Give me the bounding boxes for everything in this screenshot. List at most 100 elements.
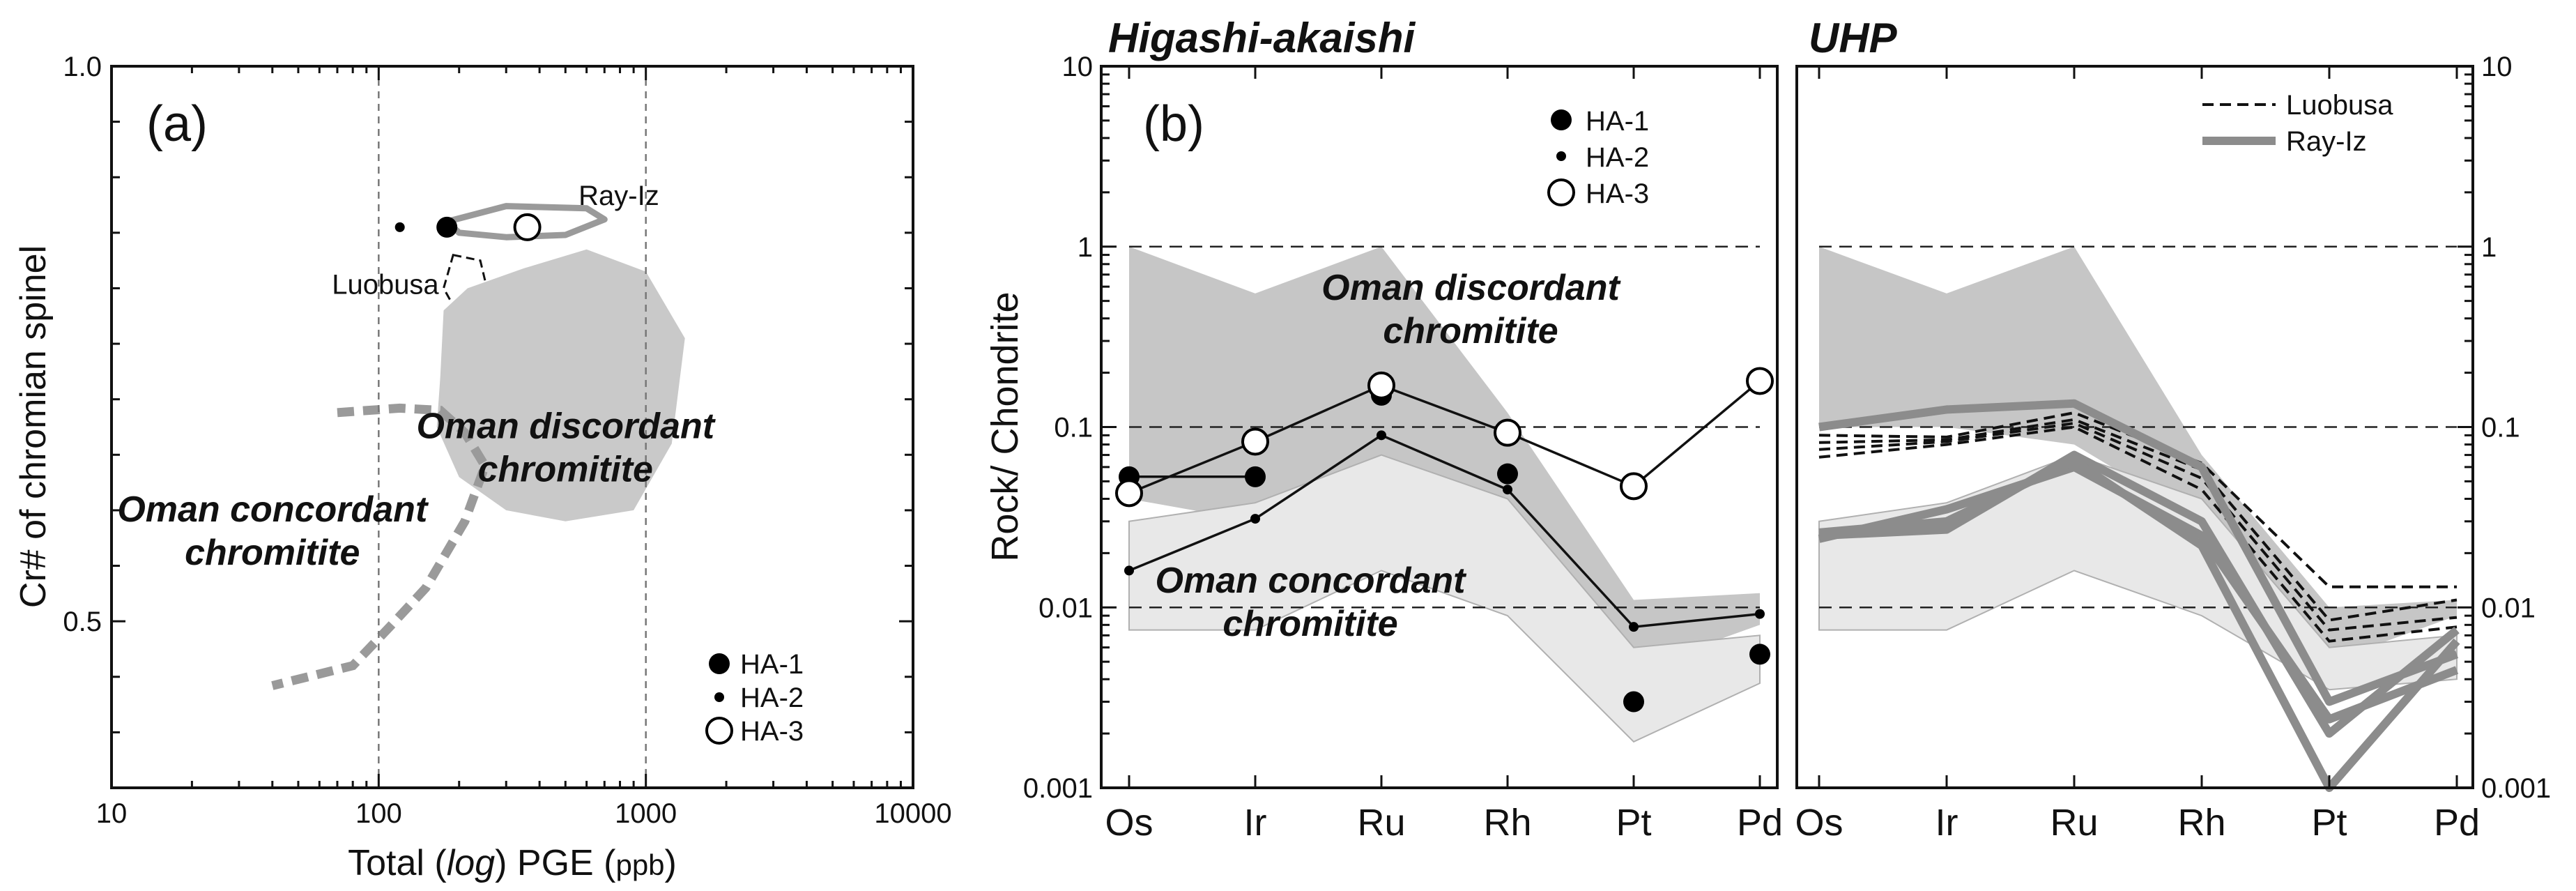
legend-label-luobusa: Luobusa	[2286, 90, 2393, 121]
category-label-os: Os	[1105, 802, 1153, 844]
label-line: chromitite	[185, 533, 360, 573]
point-ha-3-pt	[1620, 472, 1648, 501]
label-line: Oman concordant	[117, 489, 429, 530]
category-label-ir: Ir	[1935, 802, 1958, 844]
label-oman-concordant: Oman concordant chromitite	[1156, 561, 1468, 644]
point-ha-2-pt	[1629, 622, 1639, 632]
point-ha-1-rh	[1497, 463, 1518, 485]
legend-label-ha-2: HA-2	[1586, 142, 1649, 173]
xlabel-part-3: ) PGE (	[495, 843, 616, 883]
legend-marker-ha-3	[1547, 178, 1575, 206]
category-label-rh: Rh	[2177, 802, 2225, 844]
point-ha-2-rh	[1503, 485, 1512, 495]
legend-label-ha-2: HA-2	[740, 683, 804, 713]
category-label-ru: Ru	[2050, 802, 2098, 844]
point-ha-3-ir	[1241, 427, 1269, 456]
xlabel-part-1: Total (	[348, 843, 447, 883]
panel-b-fields	[1128, 246, 1761, 743]
field-luobusa	[442, 253, 491, 323]
point-ha-3-rh	[1494, 418, 1521, 447]
point-ha-2-ru	[1377, 430, 1386, 441]
legend-label-ha-3: HA-3	[1586, 178, 1649, 209]
label-ray-iz: Ray-Iz	[578, 181, 659, 211]
series-line-ray-iz	[1818, 456, 2460, 792]
label-line: chromitite	[1222, 604, 1397, 644]
panel-a-letter: (a)	[146, 96, 208, 152]
label-line: Oman discordant	[1321, 268, 1621, 308]
label-luobusa: Luobusa	[332, 269, 439, 300]
legend-marker-ha-2	[1556, 151, 1566, 161]
label-line: Oman discordant	[416, 406, 716, 446]
category-label-pt: Pt	[2311, 802, 2347, 844]
panel-a-legend: HA-1HA-2HA-3	[705, 649, 804, 747]
x-tick-label-10000: 10000	[874, 798, 951, 829]
category-label-pd: Pd	[1737, 802, 1783, 844]
label-line: Oman concordant	[1156, 561, 1468, 601]
panel-a-ylabel: Cr# of chromian spinel	[13, 245, 54, 608]
field-oman-discordant-chromitite	[1129, 246, 1760, 670]
y-tick-label-10: 10	[1062, 52, 1094, 82]
panel-b-ticks: Os Ir Ru Rh Pt Pd 10 1 0.1 0.01 0.001	[1023, 52, 1783, 844]
panel-uhp-title: UHP	[1809, 15, 1898, 61]
field-oman-discordant-chromitite	[1819, 246, 2457, 662]
panel-uhp-series	[1818, 399, 2460, 792]
legend-label-ha-1: HA-1	[1586, 106, 1649, 137]
label-line: chromitite	[478, 449, 653, 489]
panel-b-ylabel: Rock/ Chondrite	[984, 291, 1026, 561]
y-tick-label-right-10: 10	[2481, 52, 2513, 82]
panel-uhp-fields	[1818, 246, 2458, 691]
point-ha-1	[436, 216, 458, 238]
y-tick-label-0.5: 0.5	[63, 607, 102, 637]
xlabel-part-5: )	[665, 843, 677, 883]
point-ha-1-pt	[1623, 691, 1644, 713]
point-ha-3	[513, 213, 542, 241]
point-ha-2-os	[1124, 565, 1134, 576]
panel-uhp-legend: Luobusa Ray-Iz	[2202, 90, 2393, 157]
legend-marker-ha-3	[705, 717, 733, 745]
category-label-os: Os	[1795, 802, 1843, 844]
label-line: chromitite	[1383, 311, 1558, 351]
y-tick-label-1: 1	[1078, 232, 1093, 263]
series-line-luobusa	[1818, 425, 2458, 643]
point-ha-2-pd	[1755, 609, 1765, 619]
series-line-ha-2	[1128, 434, 1761, 629]
series-line-luobusa	[1818, 418, 2458, 622]
category-label-pd: Pd	[2434, 802, 2480, 844]
category-label-pt: Pt	[1616, 802, 1651, 844]
field-oman-concordant-chromitite	[271, 403, 491, 690]
category-label-ru: Ru	[1357, 802, 1405, 844]
panel-uhp: Os Ir Ru Rh Pt Pd 10 1 0.1 0.01 0.001 UHP Luobusa R…	[1795, 15, 2551, 844]
field-oman-concordant-chromitite	[1128, 454, 1761, 743]
y-tick-label-0.01: 0.01	[1038, 593, 1093, 623]
panel-a-fields	[271, 203, 685, 690]
label-oman-discordant: Oman discordant chromitite	[1321, 268, 1621, 351]
legend-marker-ha-2	[714, 692, 724, 702]
legend-label-ha-1: HA-1	[740, 649, 804, 680]
panel-a: 10 100 1000 10000 1.0 0.5 (a) Cr# of chromian…	[13, 52, 952, 883]
x-tick-label-10: 10	[96, 798, 128, 829]
category-label-rh: Rh	[1483, 802, 1531, 844]
y-tick-label-right-0.01: 0.01	[2481, 593, 2536, 623]
panel-uhp-ticks: Os Ir Ru Rh Pt Pd 10 1 0.1 0.01 0.001	[1795, 52, 2551, 844]
panel-uhp-reference-lines	[1819, 245, 2457, 609]
panel-a-points	[394, 213, 542, 241]
y-tick-label-right-0.1: 0.1	[2481, 413, 2520, 443]
x-tick-label-100: 100	[355, 798, 402, 829]
panel-b-legend: HA-1 HA-2 HA-3	[1547, 106, 1649, 209]
legend-marker-ha-1	[1551, 109, 1572, 130]
category-label-ir: Ir	[1244, 802, 1267, 844]
panel-b: Os Ir Ru Rh Pt Pd 10 1 0.1 0.01 0.001 Higashi-akai…	[984, 15, 1783, 844]
series-line-ray-iz	[1818, 450, 2460, 738]
y-tick-label-right-1: 1	[2481, 232, 2497, 263]
label-oman-concordant: Oman concordant chromitite	[117, 489, 429, 573]
legend-label-ray-iz: Ray-Iz	[2286, 126, 2367, 157]
point-ha-3-os	[1115, 479, 1143, 508]
panel-b-title: Higashi-akaishi	[1108, 15, 1416, 61]
y-tick-label-0.1: 0.1	[1054, 413, 1093, 443]
panel-a-frame	[110, 65, 914, 789]
y-tick-label-1.0: 1.0	[63, 52, 102, 82]
label-oman-discordant: Oman discordant chromitite	[416, 406, 716, 489]
